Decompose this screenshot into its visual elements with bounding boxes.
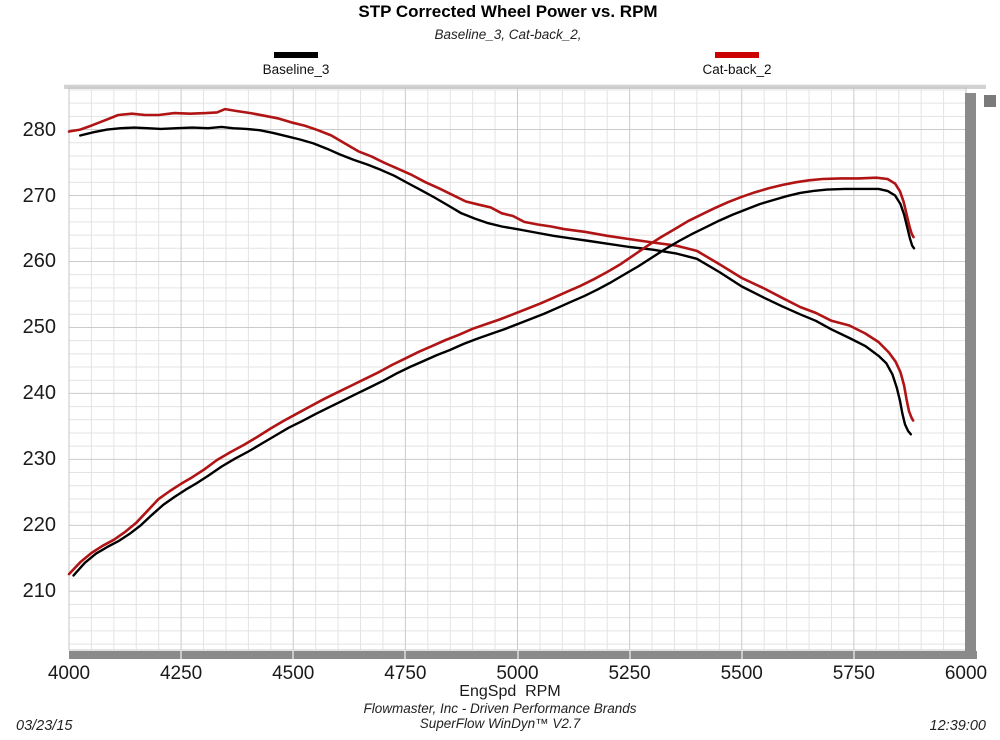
legend-swatch-catback [715, 52, 759, 58]
x-tick-label: 4750 [384, 663, 427, 684]
series-baseline-3-ascending-curve- [72, 187, 916, 577]
x-tick-label: 5250 [608, 663, 651, 684]
y-tick-label: 210 [22, 580, 56, 603]
date-stamp: 03/23/15 [16, 718, 73, 734]
legend-item-baseline: Baseline_3 [236, 52, 356, 77]
x-tick-label: 5000 [496, 663, 539, 684]
legend-label-catback: Cat-back_2 [702, 62, 772, 77]
y-tick-label: 250 [22, 316, 56, 339]
x-tick-label: 4500 [272, 663, 315, 684]
y-tick-label: 220 [22, 514, 56, 537]
x-axis-title: EngSpd RPM [459, 683, 561, 700]
scrollbar-separator [852, 651, 855, 659]
legend-label-baseline: Baseline_3 [262, 62, 330, 77]
y-tick-label: 260 [22, 250, 56, 273]
series-cat-back-2-ascending-curve- [67, 176, 915, 576]
scrollbar-separator [404, 651, 407, 659]
legend-item-catback: Cat-back_2 [677, 52, 797, 77]
chart-title: STP Corrected Wheel Power vs. RPM [358, 2, 658, 21]
scrollbar-separator [516, 651, 519, 659]
chart-subtitle: Baseline_3, Cat-back_2, [434, 27, 582, 42]
vertical-scrollbar[interactable] [965, 93, 976, 659]
scrollbar-corner-button[interactable] [984, 95, 996, 107]
x-tick-label: 4000 [47, 663, 91, 684]
x-tick-label: 6000 [944, 663, 988, 684]
y-tick-label: 270 [22, 184, 56, 207]
x-tick-label: 5500 [720, 663, 763, 684]
footer-company-line: Flowmaster, Inc - Driven Performance Bra… [363, 701, 637, 716]
top-divider-strip [64, 84, 986, 89]
scrollbar-separator [180, 651, 183, 659]
series-baseline-3-descending-curve- [78, 125, 912, 436]
x-tick-label: 4250 [159, 663, 203, 684]
horizontal-scrollbar[interactable] [69, 651, 977, 659]
y-tick-label: 240 [22, 382, 56, 405]
scrollbar-separator [740, 651, 743, 659]
y-tick-label: 230 [22, 448, 56, 471]
x-tick-label: 5750 [832, 663, 876, 684]
footer-software-line: SuperFlow WinDyn™ V2.7 [419, 716, 581, 731]
series-cat-back-2-descending-curve- [67, 107, 915, 422]
time-stamp: 12:39:00 [929, 718, 986, 734]
legend-swatch-baseline [274, 52, 318, 58]
y-tick-label: 280 [22, 118, 56, 141]
scrollbar-separator [292, 651, 295, 659]
scrollbar-separator [628, 651, 631, 659]
